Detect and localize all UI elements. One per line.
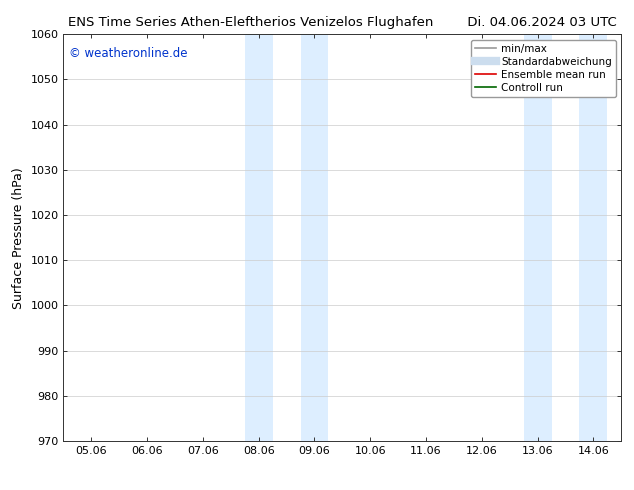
- Title: ENS Time Series Athen-Eleftherios Venizelos Flughafen        Di. 04.06.2024 03 U: ENS Time Series Athen-Eleftherios Venize…: [68, 16, 617, 29]
- Bar: [524, 34, 552, 441]
- Text: © weatheronline.de: © weatheronline.de: [69, 47, 188, 59]
- Y-axis label: Surface Pressure (hPa): Surface Pressure (hPa): [12, 167, 25, 309]
- Legend: min/max, Standardabweichung, Ensemble mean run, Controll run: min/max, Standardabweichung, Ensemble me…: [471, 40, 616, 97]
- Bar: [245, 34, 273, 441]
- Bar: [301, 34, 328, 441]
- Bar: [579, 34, 607, 441]
